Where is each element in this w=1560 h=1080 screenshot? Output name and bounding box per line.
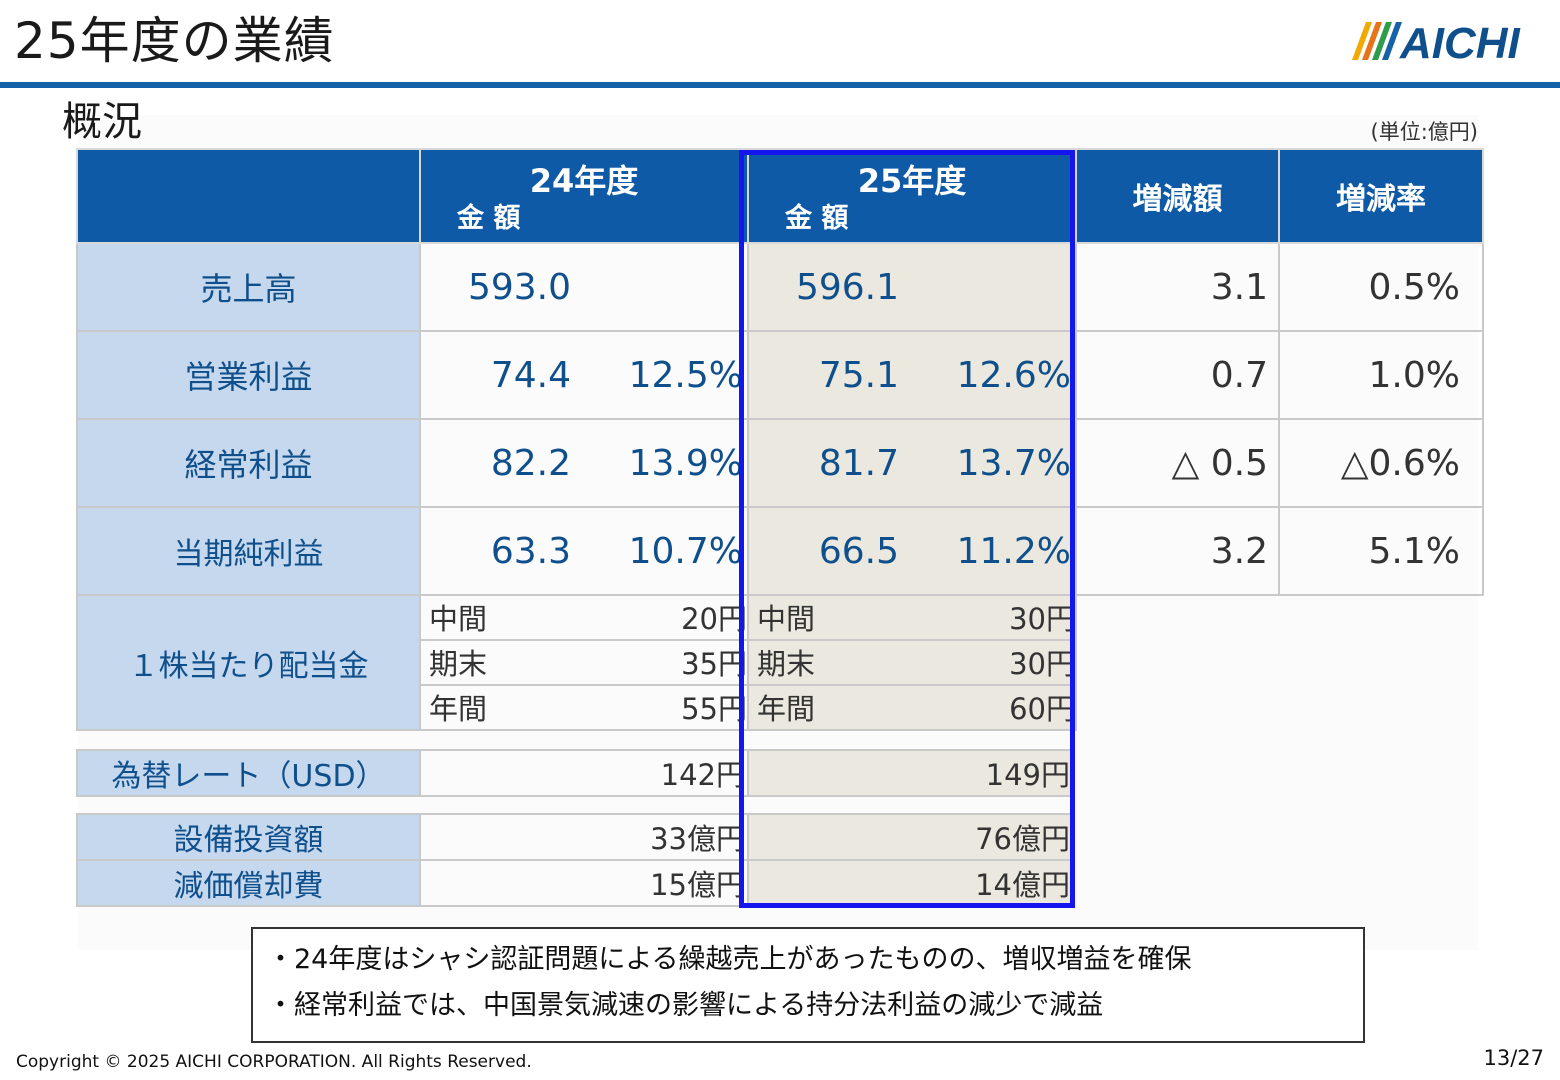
table-header-row: 24年度 金 額 25年度 金 額 増減額 増減率 — [76, 148, 1484, 244]
dividend-amount: 55円 — [681, 692, 747, 726]
capex-label: 設備投資額 — [76, 813, 421, 861]
amount: 81.7 — [818, 442, 899, 484]
svg-text:AICHI: AICHI — [1399, 20, 1521, 62]
copyright: Copyright © 2025 AICHI CORPORATION. All … — [16, 1052, 532, 1072]
dividend-amount: 20円 — [681, 602, 747, 636]
dividend-row: 期末 35円 期末 30円 — [77, 639, 1483, 686]
capex-table: 設備投資額 33億円 76億円 減価償却費 15億円 14億円 — [76, 813, 1074, 907]
table-row: 当期純利益 63.3 10.7% 66.5 11.2% 3.2 5.1% — [76, 506, 1484, 596]
fx-table: 為替レート（USD） 142円 149円 — [76, 749, 1074, 797]
change-value: 0.7 — [1075, 330, 1280, 420]
dividend-amount: 30円 — [1009, 602, 1075, 636]
depreciation-fy24: 15億円 — [419, 859, 749, 907]
page-title: 25年度の業績 — [14, 12, 335, 70]
header-fy25: 25年度 金 額 — [747, 148, 1077, 244]
change-value: △ 0.5 — [1075, 418, 1280, 508]
period-label: 期末 — [757, 647, 816, 681]
change-value: 3.2 — [1075, 506, 1280, 596]
row-label: 売上高 — [76, 242, 421, 332]
dividend-fy24: 中間 20円 — [419, 594, 749, 641]
amount: 593.0 — [467, 266, 571, 308]
margin: 13.9% — [628, 442, 743, 484]
fy25-value: 75.1 12.6% — [747, 330, 1077, 420]
empty-area — [1076, 595, 1483, 730]
fy24-value: 593.0 — [419, 242, 749, 332]
dividend-fy24: 期末 35円 — [419, 639, 749, 686]
table-row: 売上高 593.0 596.1 3.1 0.5% — [76, 242, 1484, 332]
dividend-fy25: 年間 60円 — [747, 684, 1077, 731]
amount-label: 金 額 — [785, 203, 849, 234]
dividend-amount: 30円 — [1009, 647, 1075, 681]
header-blank — [76, 148, 421, 244]
amount: 74.4 — [490, 354, 571, 396]
change-value: 3.1 — [1075, 242, 1280, 332]
dividend-fy25: 中間 30円 — [747, 594, 1077, 641]
amount-label: 金 額 — [457, 203, 521, 234]
fx-label: 為替レート（USD） — [76, 749, 421, 797]
dividend-row: 年間 55円 年間 60円 — [77, 684, 1483, 731]
header-rate: 増減率 — [1278, 148, 1484, 244]
fy24-value: 63.3 10.7% — [419, 506, 749, 596]
rate-value: △0.6% — [1278, 418, 1484, 508]
amount: 596.1 — [795, 266, 899, 308]
fy25-value: 81.7 13.7% — [747, 418, 1077, 508]
amount: 82.2 — [490, 442, 571, 484]
table-row: 営業利益 74.4 12.5% 75.1 12.6% 0.7 1.0% — [76, 330, 1484, 420]
margin: 11.2% — [956, 530, 1071, 572]
capex-fy25: 76億円 — [747, 813, 1074, 861]
dividend-amount: 60円 — [1009, 692, 1075, 726]
depreciation-row: 減価償却費 15億円 14億円 — [76, 859, 1074, 907]
section-title: 概況 — [62, 99, 142, 145]
period-label: 年間 — [757, 692, 816, 726]
note-item: ・24年度はシャシ認証問題による繰越売上があったものの、増収増益を確保 — [267, 944, 1192, 975]
period-label: 中間 — [757, 602, 816, 636]
note-item: ・経常利益では、中国景気減速の影響による持分法利益の減少で減益 — [267, 990, 1104, 1021]
period-label: 中間 — [429, 602, 488, 636]
dividend-row: １株当たり配当金 中間 20円 中間 30円 — [76, 594, 1483, 731]
unit-note: (単位:億円) — [1370, 120, 1478, 144]
amount: 75.1 — [818, 354, 899, 396]
period-label: 年間 — [429, 692, 488, 726]
dividend-label: １株当たり配当金 — [76, 594, 421, 731]
dividend-fy25: 期末 30円 — [747, 639, 1077, 686]
capex-fy24: 33億円 — [419, 813, 749, 861]
fx-row: 為替レート（USD） 142円 149円 — [76, 749, 1074, 797]
title-underline — [0, 82, 1560, 88]
row-label: 営業利益 — [76, 330, 421, 420]
header-change: 増減額 — [1075, 148, 1280, 244]
fy25-label: 25年度 — [857, 162, 967, 200]
dividend-fy24: 年間 55円 — [419, 684, 749, 731]
aichi-logo: AICHI — [1352, 20, 1521, 62]
rate-value: 0.5% — [1278, 242, 1484, 332]
row-label: 当期純利益 — [76, 506, 421, 596]
fy24-value: 82.2 13.9% — [419, 418, 749, 508]
header-fy24: 24年度 金 額 — [419, 148, 749, 244]
results-table: 24年度 金 額 25年度 金 額 増減額 増減率 売上高 593.0 596.… — [76, 148, 1484, 731]
depreciation-label: 減価償却費 — [76, 859, 421, 907]
table-row: 経常利益 82.2 13.9% 81.7 13.7% △ 0.5 △0.6% — [76, 418, 1484, 508]
rate-value: 5.1% — [1278, 506, 1484, 596]
fy25-value: 66.5 11.2% — [747, 506, 1077, 596]
fy24-label: 24年度 — [529, 162, 639, 200]
dividend-amount: 35円 — [681, 647, 747, 681]
capex-row: 設備投資額 33億円 76億円 — [76, 813, 1074, 861]
fy25-value: 596.1 — [747, 242, 1077, 332]
margin: 12.5% — [628, 354, 743, 396]
fx-fy24: 142円 — [419, 749, 749, 797]
depreciation-fy25: 14億円 — [747, 859, 1074, 907]
margin: 13.7% — [956, 442, 1071, 484]
page-number: 13/27 — [1483, 1046, 1544, 1070]
margin: 12.6% — [956, 354, 1071, 396]
amount: 66.5 — [818, 530, 899, 572]
period-label: 期末 — [429, 647, 488, 681]
fx-fy25: 149円 — [747, 749, 1074, 797]
row-label: 経常利益 — [76, 418, 421, 508]
notes-box: ・24年度はシャシ認証問題による繰越売上があったものの、増収増益を確保 ・経常利… — [251, 927, 1365, 1043]
fy24-value: 74.4 12.5% — [419, 330, 749, 420]
margin: 10.7% — [628, 530, 743, 572]
amount: 63.3 — [490, 530, 571, 572]
rate-value: 1.0% — [1278, 330, 1484, 420]
